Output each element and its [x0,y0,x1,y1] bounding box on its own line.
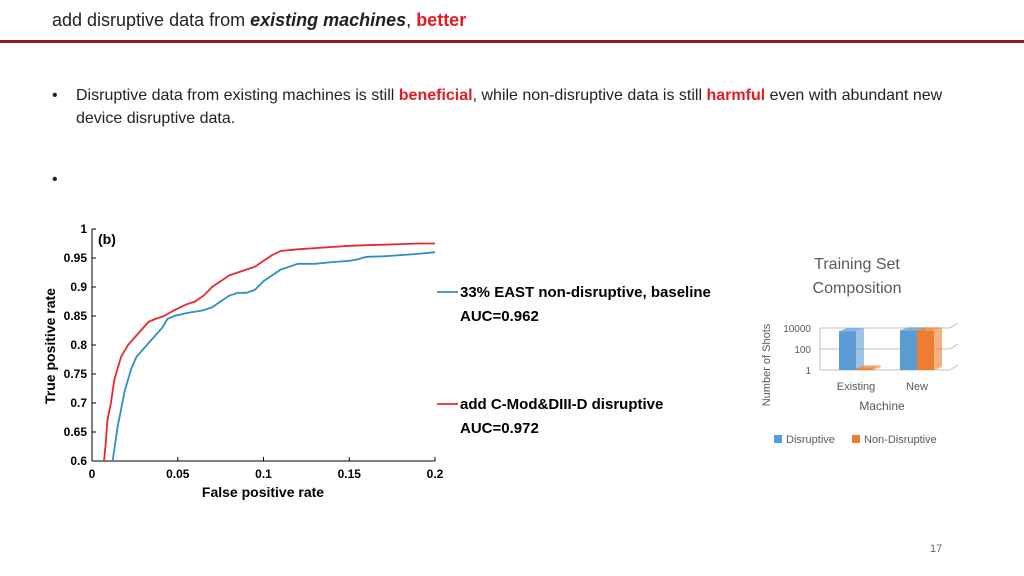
roc-legend: 33% EAST non-disruptive, baseline AUC=0.9… [437,284,711,437]
grid-line-depth [949,343,959,350]
bar-top [900,327,925,331]
y-tick-label: 0.7 [70,396,87,410]
legend-swatch [852,435,860,443]
y-tick-label: 10000 [783,324,811,335]
bullet-item-2: • [52,168,952,191]
legend-auc: AUC=0.972 [460,420,539,437]
legend-label: Non-Disruptive [864,434,937,446]
roc-line-series-1 [111,251,436,462]
bullet-highlight-beneficial: beneficial [398,87,473,104]
bar-legend: Disruptive Non-Disruptive [774,434,937,446]
bar-side [934,327,942,370]
bar-side [856,328,864,370]
bullet-marker: • [52,87,58,104]
y-axis-label: True positive rate [42,288,58,404]
y-tick-label: 0.85 [64,309,88,323]
title-highlight: better [416,10,467,30]
page-number: 17 [930,543,943,555]
grid-line-depth [949,364,959,371]
y-tick-label: 0.95 [64,251,88,265]
bullet-marker: • [52,171,58,188]
title-divider [0,40,1024,43]
bar-front [839,331,856,370]
bar-x-axis-label: Machine [859,399,905,413]
bar-side [873,365,881,370]
grid-line-depth [949,322,959,329]
x-tick-label: 0.15 [338,467,362,481]
legend-label: add C-Mod&DIII-D disruptive [460,396,663,413]
x-tick-label: 0.1 [255,467,272,481]
roc-axes: 0 0.05 0.1 0.15 0.2 0.6 0.65 0.7 0.75 0.8 0.85 0.9 0… [64,222,444,481]
bullet-text: even with abundant new device disruptive… [76,87,943,127]
bullet-text: Disruptive data from existing machines i… [76,87,399,104]
bar-top [917,327,942,331]
bullet-highlight-harmful: harmful [706,87,766,104]
bar-top [856,365,881,369]
chart-title-line1: Training Set [814,256,900,273]
y-tick-label: 0.9 [70,280,87,294]
bar-top [839,328,864,332]
y-tick-label: 100 [794,345,811,356]
bar-series [839,327,942,370]
bar-front [900,330,917,370]
y-tick-label: 0.6 [70,454,87,468]
training-set-chart: Training Set Composition 1 100 10000 Existi… [761,256,959,446]
legend-label: 33% EAST non-disruptive, baseline [460,284,711,301]
y-tick-label: 0.65 [64,425,88,439]
y-tick-label: 0.75 [64,367,88,381]
roc-chart: 0 0.05 0.1 0.15 0.2 0.6 0.65 0.7 0.75 0.8 0.85 0.9 0… [42,222,711,500]
roc-series [103,242,436,462]
bar-front [917,330,934,370]
bullet-item-1: • Disruptive data from existing machines… [52,84,952,130]
bullet-list: • Disruptive data from existing machines… [52,84,952,191]
roc-line-series-2 [103,242,435,462]
chart-title-line2: Composition [813,280,902,297]
x-tick-label: 0.2 [427,467,444,481]
slide-title: add disruptive data from existing machin… [52,10,466,31]
x-tick-label: 0 [89,467,96,481]
panel-label: (b) [98,231,116,247]
bullet-text: , while non-disruptive data is still [472,87,707,104]
title-text: add disruptive data from [52,10,251,30]
title-comma: , [406,10,417,30]
bar-front [856,368,873,370]
y-tick-label: 0.8 [70,338,87,352]
title-emphasis: existing machines [250,10,407,30]
y-tick-label: 1 [80,222,87,236]
x-category-label: Existing [837,381,876,393]
x-category-label: New [906,381,928,393]
legend-auc: AUC=0.962 [460,308,539,325]
legend-swatch [774,435,782,443]
bar-y-axis-label: Number of Shots [761,323,773,406]
legend-label: Disruptive [786,434,835,446]
x-axis-label: False positive rate [202,484,324,500]
x-tick-label: 0.05 [166,467,190,481]
y-tick-label: 1 [805,366,811,377]
